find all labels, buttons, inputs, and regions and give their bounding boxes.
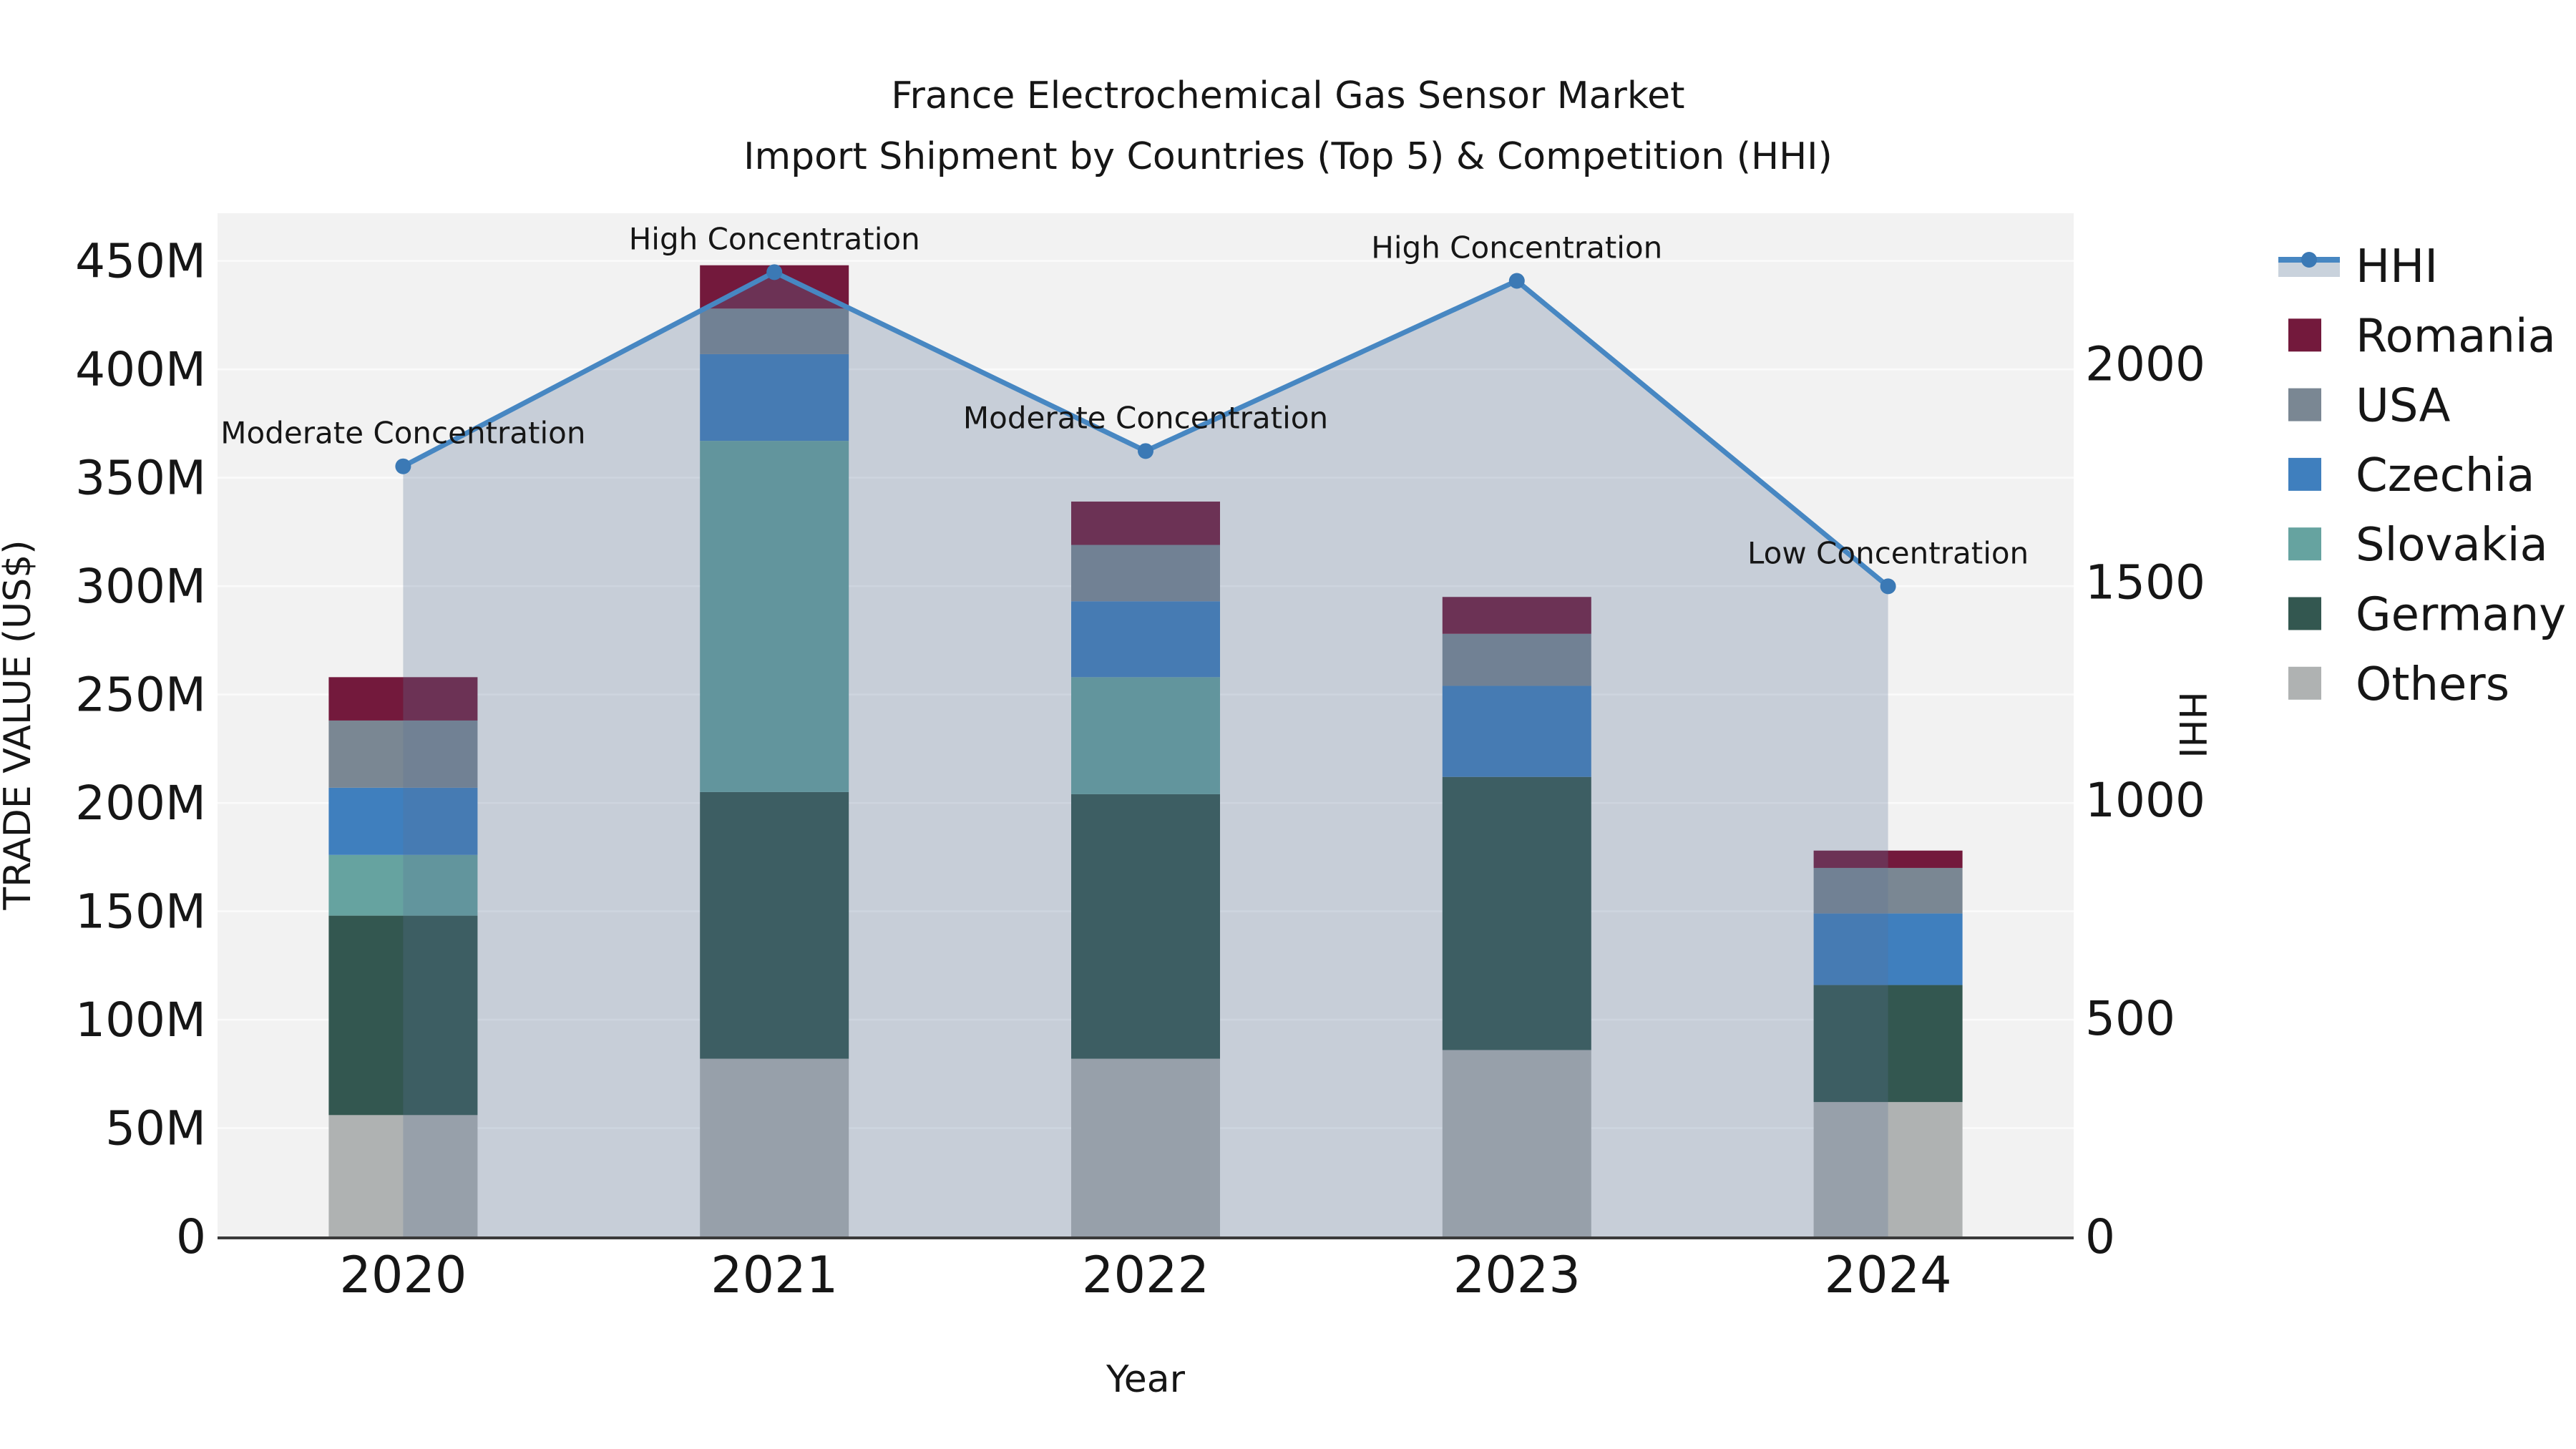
bar-segment-germany-2020	[328, 915, 478, 1116]
bar-segment-usa-2023	[1442, 633, 1591, 686]
annotation-2021: High Concentration	[629, 221, 920, 256]
bar-segment-others-2022	[1071, 1058, 1220, 1236]
bar-segment-germany-2024	[1813, 985, 1963, 1103]
x-tick-label-2022: 2022	[1082, 1246, 1209, 1304]
legend-label-germany: Germany	[2356, 589, 2566, 642]
bar-segment-czechia-2021	[700, 353, 849, 441]
bar-segment-romania-2020	[328, 677, 478, 721]
legend-swatch-germany	[2288, 597, 2321, 630]
left-tick-label: 250M	[75, 668, 206, 723]
left-tick-label: 100M	[75, 992, 206, 1048]
legend-label-slovakia: Slovakia	[2356, 519, 2548, 572]
chart-title-line1: France Electrochemical Gas Sensor Market	[891, 74, 1684, 117]
chart-title-line2: Import Shipment by Countries (Top 5) & C…	[743, 135, 1833, 178]
bar-segment-others-2021	[700, 1058, 849, 1236]
left-tick-label: 400M	[75, 342, 206, 397]
legend-swatch-czechia	[2288, 457, 2321, 491]
legend-swatch-others	[2288, 666, 2321, 700]
left-tick-label: 350M	[75, 451, 206, 506]
y-axis-title: TRADE VALUE (US$)	[0, 540, 39, 910]
bar-segment-germany-2022	[1071, 794, 1220, 1059]
hhi-line	[395, 264, 1896, 595]
legend-swatch-usa	[2288, 388, 2321, 421]
bar-segment-czechia-2023	[1442, 686, 1591, 777]
hhi-fill-polygon	[403, 272, 1888, 1236]
bar-segment-slovakia-2021	[700, 441, 849, 792]
legend-label-hhi: HHI	[2356, 240, 2438, 293]
hhi-marker-2021	[766, 264, 783, 280]
x-axis-tick-labels: 2020 2021 2022 2023 2024	[339, 1246, 1951, 1304]
annotation-2023: High Concentration	[1371, 230, 1662, 265]
right-tick-label: 1000	[2085, 773, 2205, 828]
bar-segment-czechia-2024	[1813, 913, 1963, 985]
legend-hhi-fill-swatch	[2278, 261, 2340, 277]
x-tick-label-2023: 2023	[1453, 1246, 1581, 1304]
right-tick-label: 500	[2085, 991, 2175, 1046]
right-tick-label: 2000	[2085, 336, 2205, 391]
left-tick-label: 450M	[75, 234, 206, 289]
right-tick-label: 0	[2085, 1209, 2115, 1264]
bar-segment-czechia-2022	[1071, 601, 1220, 678]
x-tick-label-2020: 2020	[339, 1246, 467, 1304]
hhi-marker-2020	[395, 458, 411, 474]
annotation-2024: Low Concentration	[1747, 535, 2029, 570]
bar-segment-others-2024	[1813, 1102, 1963, 1236]
hhi-marker-2022	[1138, 443, 1153, 459]
x-axis-title: Year	[1106, 1358, 1186, 1401]
left-tick-label: 150M	[75, 884, 206, 940]
bar-segment-usa-2020	[328, 720, 478, 788]
bar-segment-germany-2023	[1442, 776, 1591, 1050]
bar-segment-slovakia-2022	[1071, 677, 1220, 794]
bar-segment-usa-2021	[700, 308, 849, 354]
bar-segment-others-2023	[1442, 1050, 1591, 1236]
left-tick-label: 0	[176, 1209, 206, 1264]
legend-hhi-marker	[2301, 252, 2317, 268]
legend: HHI Romania USA Czechia Slovakia Germany Other…	[2278, 240, 2566, 711]
bar-segment-germany-2021	[700, 791, 849, 1059]
stacked-bars	[328, 265, 1963, 1236]
left-tick-label: 200M	[75, 776, 206, 831]
bar-segment-slovakia-2020	[328, 854, 478, 916]
annotation-2022: Moderate Concentration	[963, 400, 1328, 435]
legend-swatch-romania	[2288, 318, 2321, 352]
bar-segment-romania-2024	[1813, 850, 1963, 868]
hhi-marker-2023	[1508, 273, 1525, 289]
right-tick-label: 1500	[2085, 555, 2205, 610]
bar-segment-czechia-2020	[328, 787, 478, 855]
hhi-annotations: Moderate Concentration High Concentration…	[220, 221, 2029, 570]
annotation-2020: Moderate Concentration	[220, 416, 585, 451]
hhi-area-fill	[403, 272, 1888, 1236]
bar-segment-romania-2022	[1071, 501, 1220, 545]
left-tick-label: 300M	[75, 559, 206, 614]
x-tick-label-2021: 2021	[711, 1246, 838, 1304]
x-tick-label-2024: 2024	[1825, 1246, 1952, 1304]
bar-segment-others-2020	[328, 1115, 478, 1236]
legend-swatch-slovakia	[2288, 527, 2321, 561]
y2-axis-title: HHI	[2170, 691, 2213, 758]
left-tick-label: 50M	[105, 1101, 206, 1156]
left-axis-tick-labels: 0 50M 100M 150M 200M 250M 300M 350M 400M 450M	[75, 234, 206, 1264]
legend-label-romania: Romania	[2356, 310, 2556, 363]
bar-segment-usa-2024	[1813, 867, 1963, 914]
legend-label-czechia: Czechia	[2356, 449, 2534, 502]
right-axis-tick-labels: 0 500 1000 1500 2000	[2085, 336, 2205, 1264]
legend-label-usa: USA	[2356, 380, 2451, 433]
bar-segment-romania-2023	[1442, 597, 1591, 634]
legend-label-others: Others	[2356, 658, 2509, 711]
bar-segment-usa-2022	[1071, 545, 1220, 602]
hhi-marker-2024	[1880, 578, 1896, 595]
